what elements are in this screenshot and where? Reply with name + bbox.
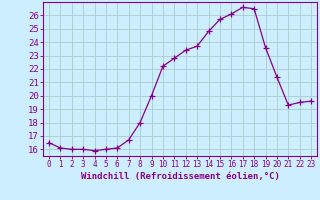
- X-axis label: Windchill (Refroidissement éolien,°C): Windchill (Refroidissement éolien,°C): [81, 172, 279, 181]
